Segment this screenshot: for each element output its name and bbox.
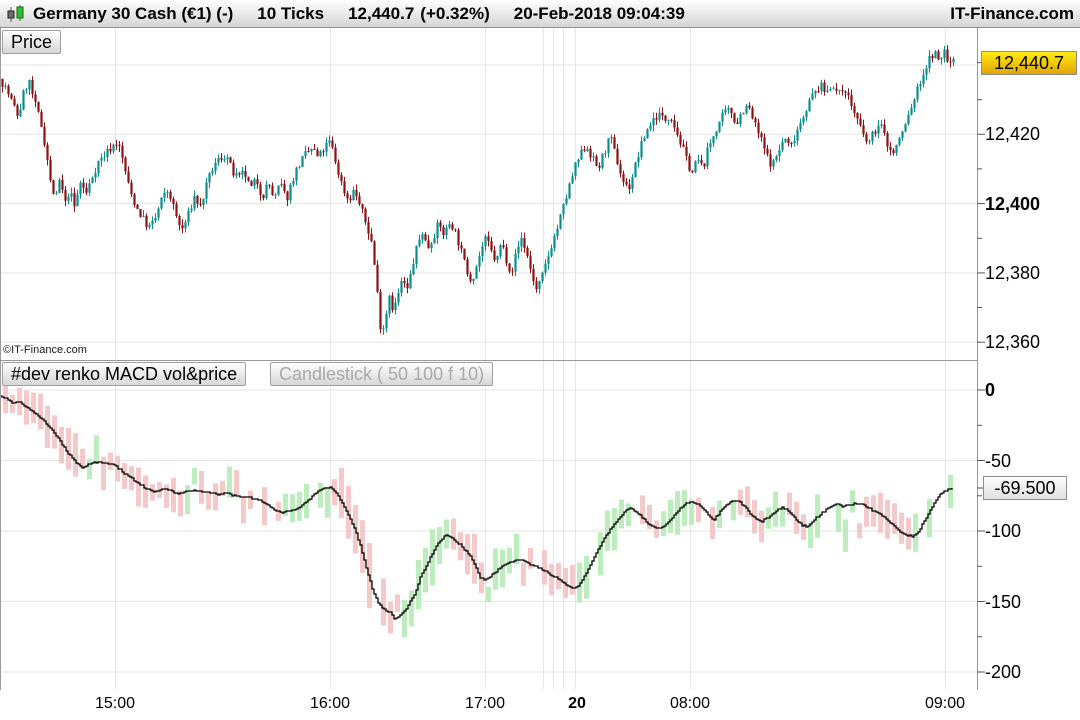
price-axis-label: 12,360 bbox=[985, 332, 1041, 353]
price-axis-label: 12,400 bbox=[985, 193, 1041, 214]
time-axis-label: 08:00 bbox=[669, 695, 711, 712]
time-axis-label: 17:00 bbox=[464, 695, 506, 712]
indicator-axis-label: -50 bbox=[985, 450, 1012, 471]
last-price-value: 12,440.7 bbox=[348, 3, 415, 23]
time-axis-label: 16:00 bbox=[309, 695, 351, 712]
candlestick-icon bbox=[6, 4, 28, 24]
time-axis-label: 15:00 bbox=[94, 695, 136, 712]
time-axis[interactable]: 15:00 16:00 17:00 20 08:00 09:00 bbox=[0, 690, 1080, 720]
watermark: ©IT-Finance.com bbox=[3, 344, 87, 356]
instrument-title: Germany 30 Cash (€1) (-) bbox=[33, 3, 234, 23]
price-axis[interactable]: 12,420 12,400 12,380 12,360 0 -50 -100 -150 -200 bbox=[977, 28, 1080, 690]
indicator-axis-label: -100 bbox=[985, 521, 1022, 541]
indicator-button[interactable]: #dev renko MACD vol&price bbox=[2, 362, 247, 386]
indicator-axis-label: -200 bbox=[985, 662, 1022, 682]
price-axis-label: 12,420 bbox=[985, 124, 1041, 145]
price-axis-label: 12,380 bbox=[985, 262, 1041, 283]
indicator-value-tag: -69.500 bbox=[983, 476, 1067, 500]
indicator-style-button[interactable]: Candlestick ( 50 100 f 10) bbox=[270, 362, 494, 386]
time-axis-label: 20 bbox=[568, 695, 586, 712]
last-price-tag: 12,440.7 bbox=[981, 51, 1077, 75]
timeframe-label: 10 Ticks bbox=[257, 3, 325, 23]
change-percent: (+0.32%) bbox=[420, 3, 490, 23]
brand-label: IT-Finance.com bbox=[950, 3, 1074, 23]
price-panel-button[interactable]: Price bbox=[2, 30, 62, 54]
title-bar: Germany 30 Cash (€1) (-) 10 Ticks 12,440… bbox=[0, 0, 1080, 28]
datetime-label: 20-Feb-2018 09:04:39 bbox=[513, 3, 685, 23]
indicator-axis-label: 0 bbox=[985, 380, 996, 400]
time-axis-label: 09:00 bbox=[924, 695, 966, 712]
indicator-axis-label: -150 bbox=[985, 591, 1022, 612]
